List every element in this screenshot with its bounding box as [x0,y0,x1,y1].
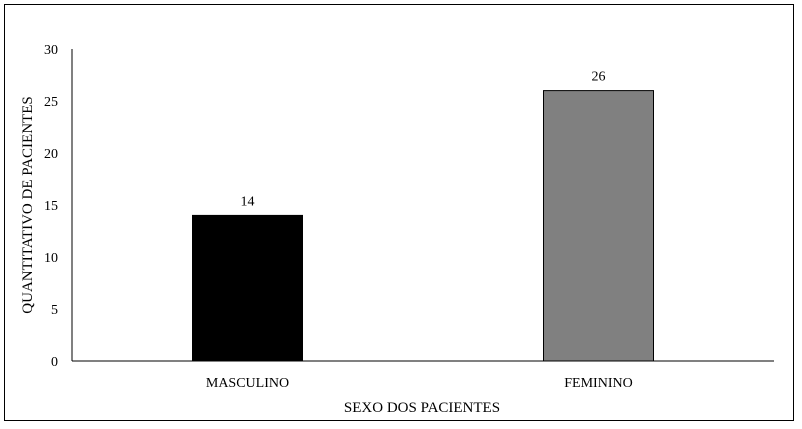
y-tick-label: 20 [44,147,58,162]
x-tick-label: FEMININO [564,376,632,391]
chart-frame [4,4,794,421]
bar-masculino [192,214,303,362]
data-label: 14 [241,194,255,209]
y-axis-title: QUANTITATIVO DE PACIENTES [20,96,36,313]
y-tick-labels: 0 5 10 15 20 25 30 [44,43,58,370]
data-label: 26 [592,70,606,85]
bars [192,90,654,362]
y-tick-label: 10 [44,251,58,266]
category-labels: MASCULINO FEMININO [206,376,633,391]
y-tick-label: 15 [44,199,58,214]
data-labels: 14 26 [241,70,606,210]
x-axis-title: SEXO DOS PACIENTES [344,400,500,416]
y-tick-label: 25 [44,95,58,110]
y-tick-label: 5 [51,303,58,318]
x-tick-label: MASCULINO [206,376,289,391]
bar-feminino [543,90,654,362]
y-tick-label: 30 [44,43,58,58]
y-tick-label: 0 [51,355,58,370]
